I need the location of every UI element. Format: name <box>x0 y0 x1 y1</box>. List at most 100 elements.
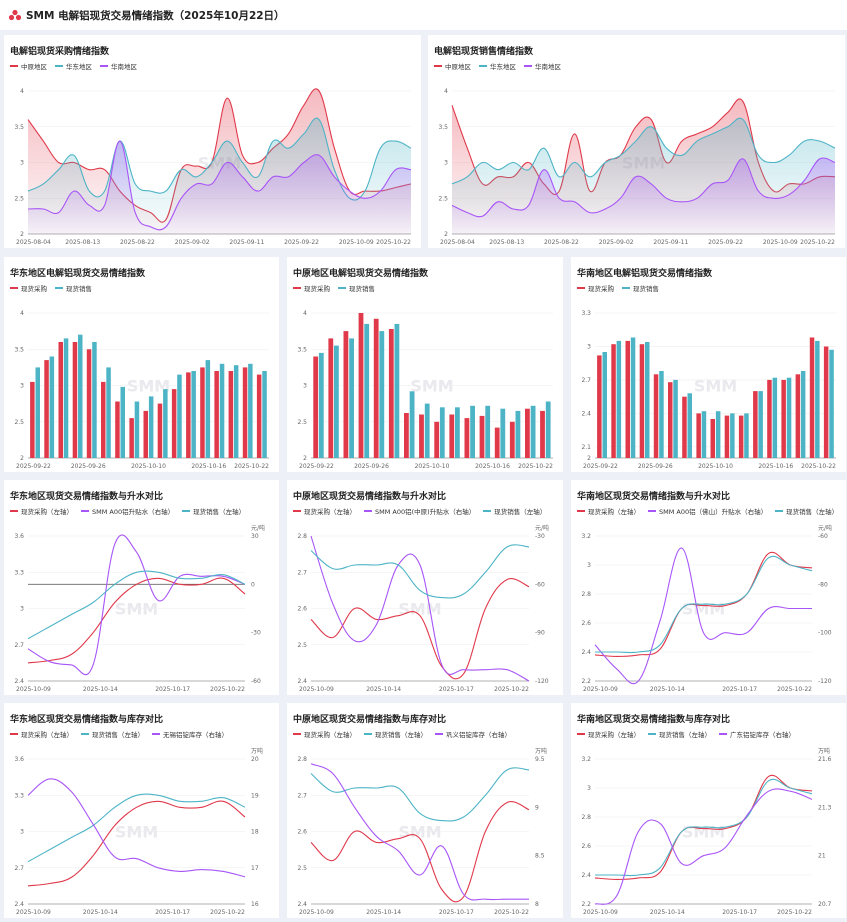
bar-现货采购[interactable] <box>404 413 409 458</box>
series-line-SMM A00铝（佛山）升贴水[interactable] <box>594 547 812 685</box>
bar-现货采购[interactable] <box>809 337 815 459</box>
bar-现货销售[interactable] <box>786 377 792 458</box>
series-line-现货采购[interactable] <box>594 774 813 880</box>
legend-item[interactable]: SMM A00铝升贴水（右轴） <box>81 506 174 516</box>
bar-现货销售[interactable] <box>687 393 693 458</box>
bar-现货销售[interactable] <box>120 386 126 458</box>
bar-现货销售[interactable] <box>318 352 324 458</box>
series-line-巩义铝锭库存[interactable] <box>310 763 529 901</box>
series-line-现货销售[interactable] <box>27 793 246 863</box>
bar-现货采购[interactable] <box>388 329 394 458</box>
bar-现货采购[interactable] <box>597 355 602 458</box>
legend-item[interactable]: 现货销售（左轴） <box>364 729 427 739</box>
bar-现货销售[interactable] <box>701 411 707 458</box>
bar-现货采购[interactable] <box>795 374 801 458</box>
bar-现货销售[interactable] <box>673 379 678 458</box>
bar-现货销售[interactable] <box>800 371 806 458</box>
series-line-无锡铝锭库存[interactable] <box>27 778 246 878</box>
bar-现货销售[interactable] <box>394 323 400 458</box>
legend-item[interactable]: 现货销售 <box>338 283 375 293</box>
legend-item[interactable]: 华南地区 <box>524 61 561 71</box>
legend-item[interactable]: 现货采购（左轴） <box>293 729 356 739</box>
bar-现货采购[interactable] <box>639 344 645 458</box>
bar-现货采购[interactable] <box>101 381 106 458</box>
bar-现货销售[interactable] <box>177 374 182 458</box>
bar-现货销售[interactable] <box>219 363 225 458</box>
bar-现货采购[interactable] <box>781 379 786 458</box>
bar-现货采购[interactable] <box>256 374 262 458</box>
series-line-现货销售[interactable] <box>310 544 530 599</box>
series-line-现货销售[interactable] <box>27 570 246 640</box>
bar-现货销售[interactable] <box>772 377 778 458</box>
bar-现货采购[interactable] <box>143 410 149 458</box>
bar-现货销售[interactable] <box>758 391 763 458</box>
bar-现货采购[interactable] <box>44 360 49 458</box>
bar-现货采购[interactable] <box>653 374 659 458</box>
series-line-现货采购[interactable] <box>310 801 530 903</box>
bar-现货采购[interactable] <box>200 367 205 458</box>
series-line-广东铝锭库存[interactable] <box>594 788 813 905</box>
bar-现货销售[interactable] <box>364 323 370 458</box>
bar-现货销售[interactable] <box>63 338 69 458</box>
legend-item[interactable]: 现货销售 <box>55 283 92 293</box>
legend-item[interactable]: 现货采购 <box>293 283 330 293</box>
bar-现货采购[interactable] <box>86 349 92 459</box>
legend-item[interactable]: SMM A00铝(中原)升贴水（右轴） <box>364 506 475 516</box>
bar-现货采购[interactable] <box>540 410 545 458</box>
legend-item[interactable]: 现货采购（左轴） <box>10 506 73 516</box>
bar-现货采购[interactable] <box>358 313 364 458</box>
bar-现货销售[interactable] <box>744 413 749 458</box>
bar-现货采购[interactable] <box>72 342 78 458</box>
legend-item[interactable]: 现货销售（左轴） <box>182 506 245 516</box>
series-line-SMM A00铝(中原)升贴水[interactable] <box>310 535 530 682</box>
series-line-现货销售[interactable] <box>310 767 530 822</box>
bar-现货采购[interactable] <box>434 421 440 459</box>
bar-现货销售[interactable] <box>262 371 267 458</box>
legend-item[interactable]: 现货采购（左轴） <box>577 506 640 516</box>
bar-现货销售[interactable] <box>630 337 636 459</box>
legend-item[interactable]: 广东铝锭库存（右轴） <box>719 729 795 739</box>
bar-现货销售[interactable] <box>616 340 622 458</box>
bar-现货采购[interactable] <box>479 415 485 458</box>
bar-现货销售[interactable] <box>829 349 834 458</box>
bar-现货采购[interactable] <box>525 408 530 458</box>
series-line-华南地区[interactable] <box>27 140 412 231</box>
series-line-现货采购[interactable] <box>27 800 246 887</box>
bar-现货销售[interactable] <box>730 413 735 458</box>
bar-现货采购[interactable] <box>186 372 191 458</box>
bar-现货销售[interactable] <box>485 405 491 458</box>
legend-item[interactable]: 现货采购（左轴） <box>10 729 73 739</box>
series-line-SMM A00铝升贴水[interactable] <box>27 534 246 676</box>
bar-现货采购[interactable] <box>682 396 687 458</box>
legend-item[interactable]: 华东地区 <box>55 61 92 71</box>
bar-现货采购[interactable] <box>625 340 631 458</box>
legend-item[interactable]: 巩义铝锭库存（右轴） <box>435 729 511 739</box>
bar-现货销售[interactable] <box>545 401 551 459</box>
bar-现货采购[interactable] <box>710 419 716 458</box>
bar-现货销售[interactable] <box>715 411 721 458</box>
bar-现货销售[interactable] <box>602 352 608 458</box>
bar-现货销售[interactable] <box>205 360 211 458</box>
bar-现货采购[interactable] <box>449 414 455 459</box>
bar-现货采购[interactable] <box>611 344 616 458</box>
bar-现货采购[interactable] <box>328 338 334 458</box>
bar-现货采购[interactable] <box>419 414 424 459</box>
bar-现货销售[interactable] <box>409 391 415 458</box>
bar-现货采购[interactable] <box>509 421 515 459</box>
bar-现货销售[interactable] <box>334 345 339 458</box>
bar-现货销售[interactable] <box>191 371 196 458</box>
legend-item[interactable]: SMM A00铝（佛山）升贴水（右轴） <box>648 506 767 516</box>
legend-item[interactable]: 现货采购 <box>577 283 614 293</box>
bar-现货销售[interactable] <box>515 410 521 458</box>
bar-现货销售[interactable] <box>134 401 140 459</box>
bar-现货销售[interactable] <box>349 338 354 458</box>
bar-现货销售[interactable] <box>424 403 430 458</box>
bar-现货采购[interactable] <box>228 371 234 458</box>
series-line-现货采购[interactable] <box>310 578 530 680</box>
bar-现货销售[interactable] <box>815 340 820 458</box>
bar-现货采购[interactable] <box>214 371 219 458</box>
bar-现货销售[interactable] <box>530 405 536 458</box>
bar-现货销售[interactable] <box>439 407 445 459</box>
bar-现货采购[interactable] <box>823 346 829 459</box>
bar-现货销售[interactable] <box>35 367 41 458</box>
